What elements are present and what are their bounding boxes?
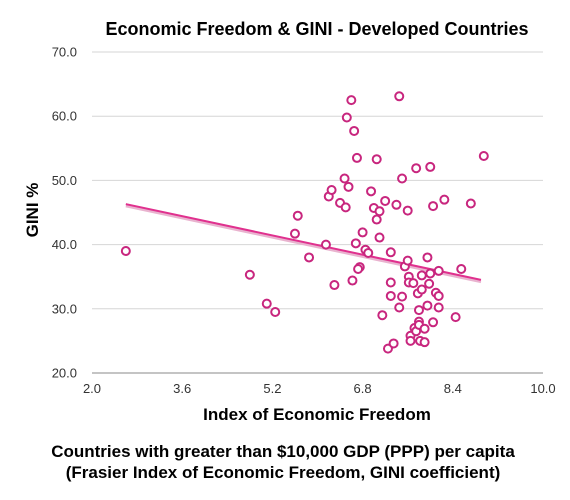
data-point: [411, 163, 422, 174]
caption-line-1: Countries with greater than $10,000 GDP …: [51, 442, 515, 461]
data-point: [329, 280, 340, 291]
x-tick-label: 5.2: [263, 381, 281, 396]
data-point: [465, 198, 476, 209]
data-point: [402, 205, 413, 216]
data-point: [425, 161, 436, 172]
caption-line-2: (Frasier Index of Economic Freedom, GINI…: [66, 463, 501, 482]
trendline-group: [125, 203, 482, 284]
data-point: [244, 269, 255, 280]
data-point: [419, 323, 430, 334]
data-point: [343, 181, 354, 192]
data-point: [349, 125, 360, 136]
y-tick-label: 20.0: [52, 366, 77, 381]
data-point: [419, 337, 430, 348]
data-point: [371, 214, 382, 225]
x-tick-label: 2.0: [83, 381, 101, 396]
data-points: [120, 91, 489, 354]
data-point: [450, 312, 461, 323]
data-point: [374, 206, 385, 217]
data-point: [341, 112, 352, 123]
trendline-shadow: [125, 204, 482, 284]
y-tick-label: 60.0: [52, 109, 77, 124]
data-point: [478, 151, 489, 162]
data-point: [422, 252, 433, 263]
data-point: [326, 185, 337, 196]
y-tick-label: 40.0: [52, 237, 77, 252]
axes: 20.0 30.0 40.0 50.0 60.0 70.0 2.0 3.6 5.2 6.8 8.4 1…: [52, 45, 556, 397]
data-point: [351, 152, 362, 163]
data-point: [347, 275, 358, 286]
data-point: [428, 317, 439, 328]
x-axis-title: Index of Economic Freedom: [203, 405, 431, 424]
x-tick-label: 6.8: [354, 381, 372, 396]
x-tick-label: 8.4: [444, 381, 462, 396]
y-tick-label: 50.0: [52, 173, 77, 188]
data-point: [377, 310, 388, 321]
data-point: [397, 291, 408, 302]
chart-title: Economic Freedom & GINI - Developed Coun…: [105, 19, 528, 39]
grid: [92, 51, 543, 310]
data-point: [340, 202, 351, 213]
data-point: [270, 307, 281, 318]
data-point: [339, 173, 350, 184]
data-point: [413, 305, 424, 316]
data-point: [397, 173, 408, 184]
x-tick-label: 10.0: [530, 381, 555, 396]
data-point: [425, 268, 436, 279]
data-point: [380, 195, 391, 206]
data-point: [374, 232, 385, 243]
data-point: [385, 290, 396, 301]
data-point: [292, 210, 303, 221]
data-point: [385, 277, 396, 288]
data-point: [408, 278, 419, 289]
data-point: [416, 284, 427, 295]
data-point: [304, 252, 315, 263]
data-point: [289, 228, 300, 239]
data-point: [428, 201, 439, 212]
y-axis-title: GINI %: [23, 183, 42, 238]
data-point: [346, 95, 357, 106]
data-point: [433, 265, 444, 276]
data-point: [433, 302, 444, 313]
data-point: [385, 247, 396, 258]
data-point: [402, 255, 413, 266]
y-tick-label: 30.0: [52, 301, 77, 316]
data-point: [388, 338, 399, 349]
data-point: [391, 199, 402, 210]
data-point: [394, 302, 405, 313]
data-point: [261, 298, 272, 309]
data-point: [422, 300, 433, 311]
data-point: [366, 186, 377, 197]
data-point: [433, 290, 444, 301]
data-point: [439, 194, 450, 205]
data-point: [405, 335, 416, 346]
y-tick-label: 70.0: [52, 45, 77, 60]
data-point: [120, 246, 131, 257]
data-point: [456, 263, 467, 274]
data-point: [320, 239, 331, 250]
data-point: [394, 91, 405, 102]
data-point: [371, 154, 382, 165]
data-point: [424, 278, 435, 289]
data-point: [350, 238, 361, 249]
data-point: [363, 247, 374, 258]
x-tick-label: 3.6: [173, 381, 191, 396]
data-point: [357, 227, 368, 238]
trendline: [125, 203, 482, 281]
data-point: [416, 270, 427, 281]
data-point: [353, 263, 364, 274]
